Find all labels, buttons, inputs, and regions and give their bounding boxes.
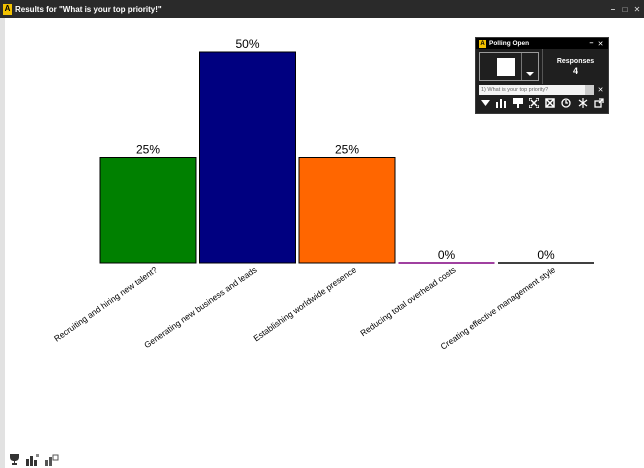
- chart-category-label: Recruiting and hiring new talent?: [52, 264, 159, 343]
- responses-panel: Responses 4: [542, 49, 608, 84]
- window-title: Results for "What is your top priority!": [15, 4, 162, 14]
- presentation-icon[interactable]: [512, 98, 523, 108]
- fullscreen-icon[interactable]: [528, 98, 539, 108]
- bottom-toolbar: [9, 454, 59, 466]
- restore-button[interactable]: □: [622, 4, 628, 14]
- responses-label: Responses: [556, 57, 595, 65]
- question-text: 1) What is your top priority?: [481, 87, 549, 93]
- screen-dropdown-button[interactable]: [521, 53, 538, 80]
- chart-bar: [298, 157, 396, 264]
- chart-data-label: 0%: [537, 248, 555, 262]
- chart-bars: [99, 51, 594, 264]
- question-select[interactable]: 1) What is your top priority?: [479, 85, 594, 95]
- chart-data-label: 0%: [438, 248, 456, 262]
- question-close-button[interactable]: ✕: [597, 87, 604, 94]
- polling-toolbar: [476, 96, 608, 110]
- chart-category-labels: Recruiting and hiring new talent?Generat…: [52, 264, 557, 351]
- screen-preview: [497, 57, 515, 76]
- chevron-down-icon: [526, 72, 534, 76]
- star-icon[interactable]: [578, 98, 588, 108]
- question-dropdown-icon[interactable]: [585, 85, 594, 95]
- poll-screen-selector[interactable]: [479, 52, 539, 81]
- chart-data-label: 50%: [235, 37, 259, 51]
- grid-icon[interactable]: [545, 98, 555, 108]
- window-controls: – □ ✕: [609, 5, 641, 14]
- bar-chart-icon[interactable]: [26, 454, 39, 466]
- timer-icon[interactable]: [561, 98, 572, 108]
- polling-widget: A Polling Open – ✕ Responses 4 1) What i…: [475, 37, 609, 114]
- results-chart: 25% 50% 25% 0% 0% Recruiting and hiring new …: [52, 37, 594, 352]
- minimize-button[interactable]: –: [610, 4, 616, 14]
- bar-chart-icon[interactable]: [496, 98, 507, 108]
- window-titlebar: A Results for "What is your top priority…: [0, 0, 644, 18]
- polling-close-button[interactable]: ✕: [597, 40, 604, 48]
- chart-category-label: Reducing total overhead costs: [358, 264, 457, 338]
- popout-icon[interactable]: [594, 98, 604, 108]
- chart-settings-icon[interactable]: [45, 454, 59, 466]
- polling-title: Polling Open: [489, 40, 530, 47]
- chart-data-label: 25%: [136, 143, 160, 157]
- polling-logo-icon: A: [479, 39, 486, 48]
- polling-minimize-button[interactable]: –: [589, 40, 594, 47]
- chart-bar: [99, 157, 197, 264]
- dropdown-icon[interactable]: [480, 98, 490, 108]
- chart-bar: [199, 51, 296, 264]
- trophy-icon[interactable]: [9, 454, 20, 466]
- chart-category-label: Generating new business and leads: [142, 264, 258, 350]
- polling-header: A Polling Open – ✕: [476, 38, 608, 49]
- left-panel-edge: [0, 18, 5, 468]
- chart-category-label: Creating effective management style: [439, 264, 558, 351]
- chart-category-label: Establishing worldwide presence: [251, 264, 358, 343]
- chart-data-labels: 25% 50% 25% 0% 0%: [136, 37, 555, 262]
- close-button[interactable]: ✕: [633, 4, 641, 14]
- app-logo-icon: A: [3, 3, 12, 15]
- chart-data-label: 25%: [335, 143, 359, 157]
- responses-count: 4: [572, 65, 578, 76]
